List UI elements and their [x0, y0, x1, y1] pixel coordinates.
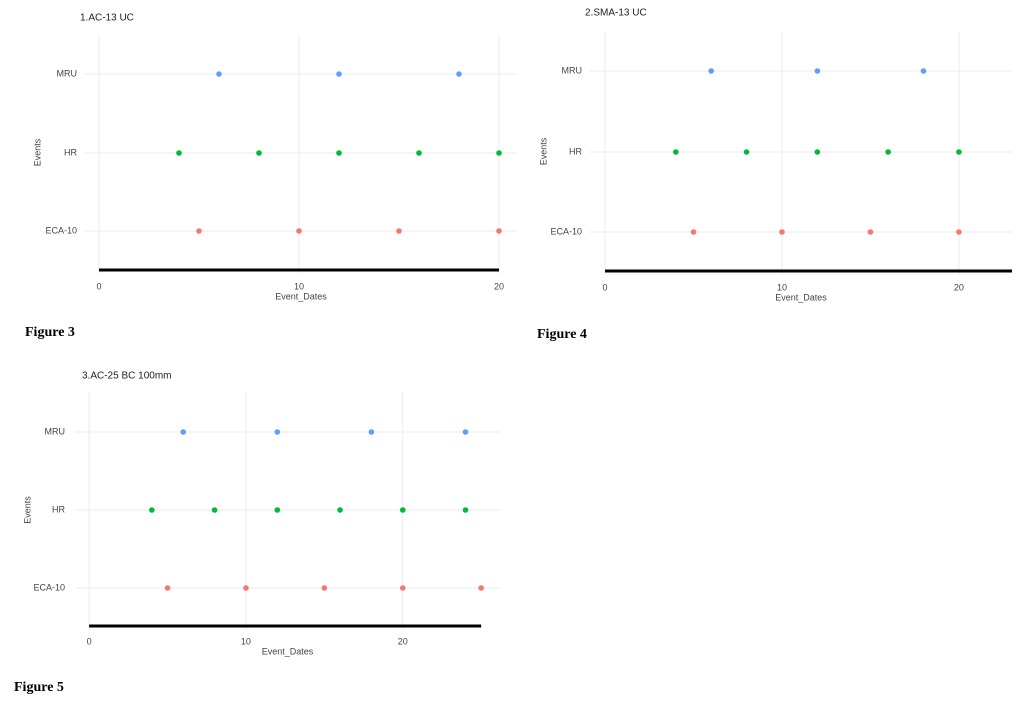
x-tick-label: 10: [777, 282, 787, 292]
dot: [196, 228, 202, 234]
figure-caption: Figure 4: [537, 327, 587, 342]
y-tick-label: ECA-10: [45, 225, 77, 235]
dot: [337, 507, 343, 513]
dot: [274, 429, 281, 435]
dot: [336, 71, 342, 77]
dot: [496, 228, 502, 234]
dot: [478, 585, 484, 591]
dot: [243, 585, 249, 591]
y-axis-label: Events: [22, 496, 32, 524]
x-axis-label: Event_Dates: [775, 292, 827, 302]
x-tick-label: 20: [494, 281, 504, 291]
x-tick-label: 20: [398, 636, 408, 646]
dot: [416, 150, 422, 156]
dot: [164, 585, 171, 591]
y-axis-label: Events: [538, 137, 548, 165]
x-tick-label: 0: [96, 281, 101, 291]
y-tick-label: MRU: [562, 65, 583, 75]
dot: [956, 149, 962, 155]
figure-caption: Figure 5: [14, 680, 64, 695]
x-tick-label: 20: [954, 282, 964, 292]
y-tick-label: MRU: [45, 426, 66, 436]
x-axis-label: Event_Dates: [262, 646, 314, 656]
dot: [211, 507, 218, 513]
chart-title: 2.SMA-13 UC: [585, 8, 647, 19]
dot: [920, 68, 927, 74]
chart-title: 3.AC-25 BC 100mm: [82, 371, 171, 382]
figure-caption: Figure 3: [25, 325, 75, 340]
dot: [336, 150, 342, 156]
dot: [176, 150, 182, 156]
dot: [956, 229, 962, 235]
dot: [814, 68, 821, 74]
x-tick-label: 0: [87, 636, 92, 646]
dot: [296, 228, 302, 234]
dot: [321, 585, 328, 591]
y-tick-label: MRU: [57, 68, 78, 78]
dot: [690, 229, 697, 235]
x-tick-label: 10: [294, 281, 304, 291]
dot: [743, 149, 750, 155]
dot: [496, 150, 502, 156]
y-axis-label: Events: [32, 138, 42, 166]
dot: [885, 149, 891, 155]
dot: [256, 150, 262, 156]
y-tick-label: HR: [64, 147, 77, 157]
y-tick-label: HR: [569, 146, 582, 156]
y-tick-label: ECA-10: [550, 226, 582, 236]
dot: [456, 71, 462, 77]
y-tick-label: HR: [52, 504, 65, 514]
dot: [216, 71, 222, 77]
dot: [814, 149, 821, 155]
dot: [399, 585, 406, 591]
dot: [368, 429, 375, 435]
dot: [149, 507, 155, 513]
dot: [399, 507, 406, 513]
x-axis-label: Event_Dates: [275, 291, 327, 301]
dot: [396, 228, 402, 234]
dot: [708, 68, 715, 74]
dot: [274, 507, 281, 513]
chart-title: 1.AC-13 UC: [80, 13, 134, 24]
dot: [180, 429, 187, 435]
dot: [779, 229, 785, 235]
y-tick-label: ECA-10: [33, 582, 65, 592]
dot: [867, 229, 874, 235]
dot: [462, 429, 469, 435]
x-tick-label: 0: [603, 282, 608, 292]
dot: [673, 149, 679, 155]
dot: [462, 507, 469, 513]
x-tick-label: 10: [241, 636, 251, 646]
